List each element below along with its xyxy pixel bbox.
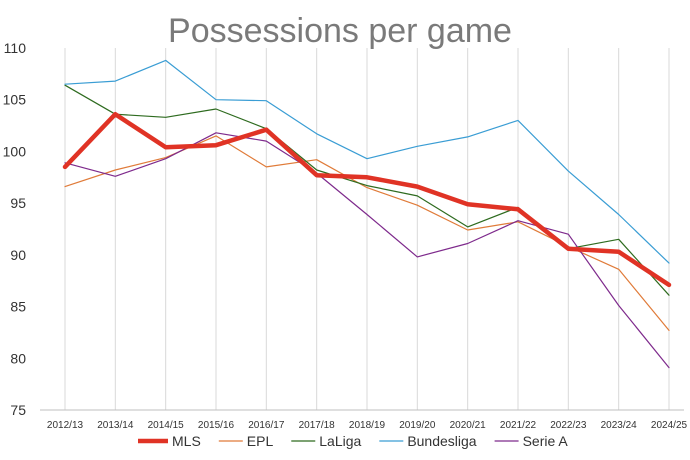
series-lines [62,59,672,369]
x-tick-label: 2022/23 [550,420,587,431]
x-tick-label: 2024/25 [651,420,688,431]
legend: MLS EPL LaLiga Bundesliga Serie A [138,433,568,449]
y-tick-label: 80 [10,350,26,366]
chart-title: Possessions per game [168,12,512,50]
grid-lines [64,48,670,410]
x-tick-label: 2015/16 [198,420,235,431]
x-tick-label: 2018/19 [349,420,386,431]
x-tick-label: 2013/14 [97,420,134,431]
legend-label: MLS [172,433,201,449]
x-tick-label: 2014/15 [148,420,185,431]
y-tick-label: 100 [3,143,27,159]
legend-label: Bundesliga [407,433,476,449]
legend-label: EPL [247,433,274,449]
x-tick-label: 2021/22 [500,420,537,431]
y-tick-label: 75 [10,402,26,418]
x-tick-label: 2012/13 [47,420,84,431]
series-line-serie-a [64,132,670,369]
y-tick-label: 105 [3,92,27,108]
y-tick-label: 95 [10,195,26,211]
y-tick-label: 90 [10,247,26,263]
x-tick-labels: 2012/13 2013/14 2014/15 2015/16 2016/17 2017/… [47,420,688,431]
y-tick-label: 110 [4,40,27,56]
legend-label: LaLiga [319,433,361,449]
y-tick-labels: 75 80 85 90 95 100 105 110 [3,40,27,418]
series-line-bundesliga [64,59,670,264]
series-line-mls [62,111,672,288]
y-tick-label: 85 [10,299,26,315]
legend-label: Serie A [523,433,569,449]
x-tick-label: 2016/17 [248,420,285,431]
x-tick-label: 2020/21 [450,420,487,431]
x-tick-label: 2019/20 [399,420,436,431]
x-tick-label: 2023/24 [601,420,638,431]
x-tick-label: 2017/18 [299,420,336,431]
